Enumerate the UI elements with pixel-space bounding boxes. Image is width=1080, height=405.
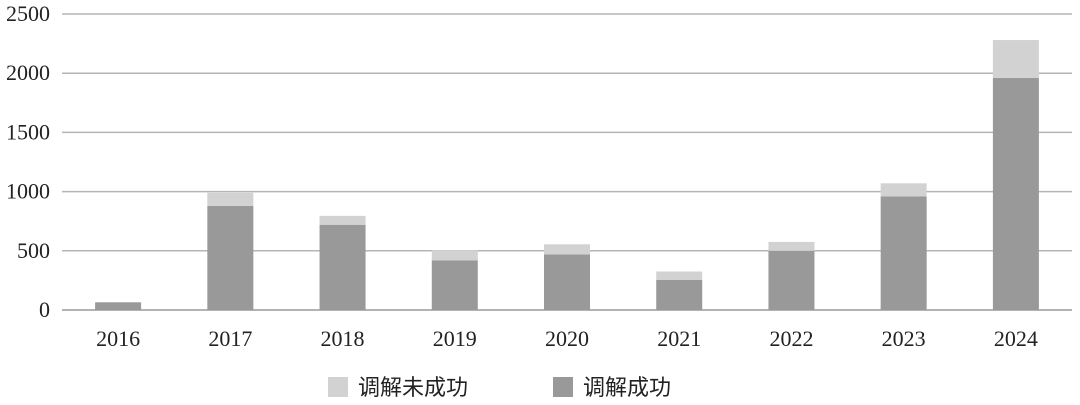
x-tick-label: 2017: [208, 326, 252, 351]
bar-success-segment: [656, 279, 703, 310]
x-tick-label: 2022: [769, 326, 813, 351]
y-tick-label: 2500: [6, 1, 50, 26]
x-axis-ticks: 2016 2017 2018 2019 2020 2021 2022 2023 2024: [96, 326, 1038, 351]
legend-label: 调解成功: [583, 376, 671, 400]
x-tick-label: 2018: [321, 326, 365, 351]
x-tick-label: 2020: [545, 326, 589, 351]
x-tick-label: 2023: [882, 326, 926, 351]
legend: 调解未成功 调解成功: [328, 376, 671, 401]
x-tick-label: 2019: [433, 326, 477, 351]
legend-swatch: [553, 377, 573, 397]
x-tick-label: 2021: [657, 326, 701, 351]
bar-success-segment: [992, 77, 1039, 310]
bar-unsuccessful-segment: [431, 250, 478, 261]
x-tick-label: 2016: [96, 326, 140, 351]
bar-success-segment: [319, 224, 366, 310]
bars: [95, 40, 1039, 310]
bar-success-segment: [431, 260, 478, 310]
y-axis-ticks: 0 500 1000 1500 2000 2500: [6, 1, 50, 322]
y-tick-label: 0: [39, 297, 50, 322]
bar-unsuccessful-segment: [544, 244, 590, 255]
y-tick-label: 2000: [6, 60, 50, 85]
bar-unsuccessful-segment: [768, 241, 815, 251]
bar-success-segment: [768, 250, 815, 310]
bar-unsuccessful-segment: [992, 40, 1039, 78]
bar-success-segment: [95, 302, 142, 310]
bar-unsuccessful-segment: [880, 183, 927, 197]
x-tick-label: 2024: [994, 326, 1038, 351]
legend-swatch: [328, 377, 348, 397]
legend-label: 调解未成功: [358, 376, 468, 400]
bar-unsuccessful-segment: [207, 192, 254, 206]
y-tick-label: 500: [17, 238, 50, 263]
bar-success-segment: [207, 205, 254, 310]
bar-unsuccessful-segment: [319, 215, 366, 225]
bar-success-segment: [880, 196, 927, 310]
bar-unsuccessful-segment: [656, 271, 703, 280]
y-tick-label: 1000: [6, 179, 50, 204]
y-tick-label: 1500: [6, 119, 50, 144]
bar-success-segment: [544, 254, 590, 310]
